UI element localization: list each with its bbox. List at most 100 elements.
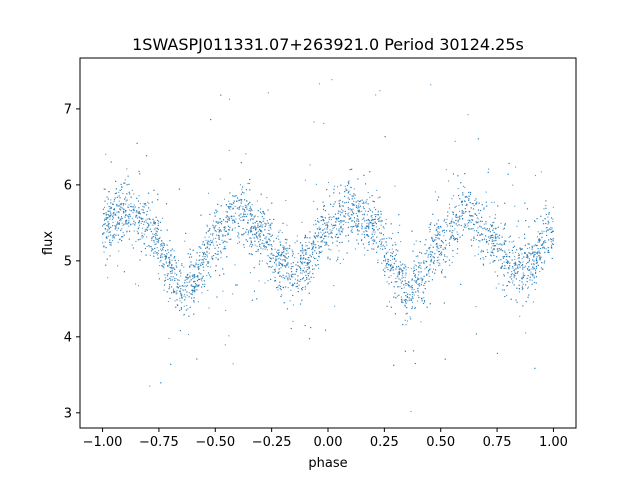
data-point [227, 225, 229, 227]
data-point [308, 292, 310, 294]
data-point [313, 276, 315, 279]
data-point [322, 241, 324, 243]
data-point [168, 251, 170, 253]
data-point [158, 250, 160, 252]
data-point [125, 203, 127, 205]
data-point [202, 259, 204, 261]
data-point [420, 278, 422, 280]
data-point [373, 229, 375, 231]
data-point [196, 280, 199, 282]
data-point [552, 243, 554, 245]
data-point [290, 263, 292, 265]
data-point [210, 241, 212, 244]
data-point [325, 224, 327, 226]
data-point [456, 241, 459, 243]
data-point [138, 222, 140, 224]
data-point [452, 237, 455, 239]
data-point [264, 246, 266, 248]
data-point [119, 203, 121, 205]
data-point [397, 274, 399, 276]
data-point [423, 297, 425, 299]
data-point [144, 230, 146, 232]
data-point [258, 241, 260, 243]
data-point [196, 276, 198, 278]
data-point [239, 200, 241, 202]
data-point [368, 225, 370, 227]
data-point [455, 219, 457, 221]
data-point [376, 236, 378, 238]
data-point [417, 255, 419, 257]
data-point [306, 277, 308, 279]
data-point [396, 295, 398, 297]
data-point [273, 271, 275, 273]
data-point [202, 275, 204, 277]
data-point [261, 226, 263, 228]
data-point [307, 262, 309, 264]
data-point [215, 221, 217, 223]
data-point [237, 222, 239, 224]
data-point [157, 242, 159, 244]
data-point [168, 337, 170, 339]
data-point [541, 236, 543, 238]
data-point [151, 236, 153, 238]
data-point [262, 234, 264, 236]
data-point [365, 230, 367, 232]
data-point [136, 217, 139, 219]
data-point [202, 255, 204, 258]
data-point [157, 219, 159, 221]
data-point [348, 212, 350, 214]
data-point [515, 278, 517, 280]
data-point [401, 275, 403, 277]
data-point [339, 206, 341, 208]
data-point [216, 244, 218, 246]
data-point [539, 233, 541, 235]
data-point [115, 227, 117, 229]
data-point [160, 253, 162, 255]
data-point [242, 227, 244, 230]
data-point [164, 258, 166, 260]
data-point [423, 275, 425, 277]
data-point [343, 220, 345, 222]
data-point [203, 280, 205, 282]
data-point [524, 237, 526, 239]
data-point [431, 254, 433, 256]
data-point [526, 208, 528, 210]
data-point [286, 272, 288, 274]
data-point [373, 240, 375, 242]
data-point [294, 242, 296, 244]
data-point [176, 290, 178, 292]
data-point [358, 223, 360, 225]
data-point [238, 218, 241, 220]
data-point [439, 231, 441, 233]
data-point [339, 233, 341, 235]
data-point [542, 232, 544, 234]
data-point [263, 244, 265, 246]
data-point [344, 195, 346, 197]
data-point [206, 254, 208, 256]
data-point [352, 214, 354, 216]
data-point [218, 237, 220, 239]
data-point [460, 224, 462, 227]
data-point [306, 237, 308, 239]
data-point [237, 197, 239, 199]
data-point [262, 248, 264, 250]
data-point [342, 205, 344, 207]
data-point [274, 280, 277, 282]
data-point [265, 242, 267, 244]
data-point [141, 237, 143, 239]
data-point [521, 277, 523, 279]
data-point [371, 214, 373, 216]
data-point [327, 258, 329, 260]
data-point [486, 205, 488, 207]
data-point [209, 239, 212, 241]
data-point [361, 238, 363, 241]
data-point [348, 190, 350, 192]
data-point [405, 324, 407, 326]
data-point [214, 212, 216, 214]
data-point [277, 258, 279, 260]
data-point [115, 188, 117, 190]
data-point [191, 289, 193, 291]
data-point [369, 196, 371, 198]
data-point [134, 224, 136, 226]
data-point [533, 245, 535, 247]
